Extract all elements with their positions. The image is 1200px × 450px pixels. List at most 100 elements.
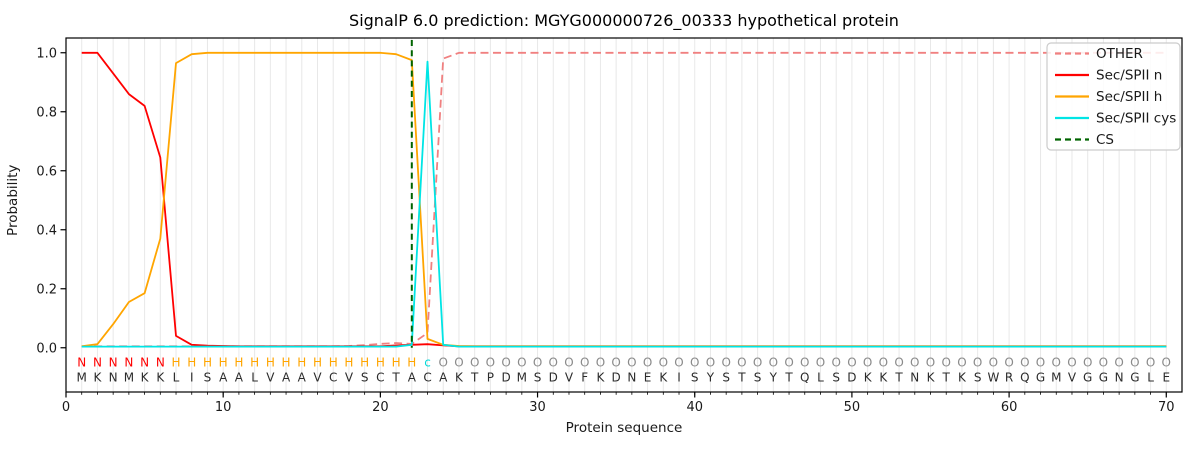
sequence-letter: K [156, 371, 165, 385]
plot-title: SignalP 6.0 prediction: MGYG000000726_00… [349, 11, 899, 31]
sequence-letter: T [470, 371, 479, 385]
annotation-letter: O [501, 356, 510, 370]
annotation-letter: O [989, 356, 998, 370]
annotation-letter: O [910, 356, 919, 370]
annotation-letter: H [313, 356, 322, 370]
sequence-letter: K [596, 371, 605, 385]
x-tick-label: 0 [62, 400, 70, 415]
annotation-letter: N [77, 356, 86, 370]
sequence-letter: T [737, 371, 746, 385]
sequence-letter: M [124, 371, 134, 385]
annotation-letter: H [234, 356, 243, 370]
annotation-letter: H [203, 356, 212, 370]
annotation-letter: O [564, 356, 573, 370]
annotation-letter: O [1020, 356, 1029, 370]
sequence-letter: G [1130, 371, 1139, 385]
y-axis-ticks: 0.0 0.2 0.4 0.6 0.8 1.0 [36, 46, 66, 356]
sequence-letter: E [644, 371, 652, 385]
annotation-letter: O [1114, 356, 1123, 370]
legend-label: OTHER [1096, 46, 1143, 62]
annotation-letter: N [109, 356, 118, 370]
sequence-letter: A [235, 371, 244, 385]
annotation-letter: c [424, 356, 431, 370]
sequence-letter: K [93, 371, 102, 385]
sequence-letter: G [1099, 371, 1108, 385]
x-tick-label: 60 [1001, 400, 1018, 415]
x-tick-label: 30 [529, 400, 546, 415]
gridlines [81, 38, 1167, 392]
annotation-letter: O [1162, 356, 1171, 370]
sequence-letter: T [391, 371, 400, 385]
sequence-letter: Q [1020, 371, 1029, 385]
annotation-letter: O [800, 356, 809, 370]
x-tick-label: 70 [1158, 400, 1175, 415]
sequence-letter: L [173, 371, 180, 385]
annotation-letter: O [486, 356, 495, 370]
sequence-letter: W [987, 371, 999, 385]
annotation-letter: O [611, 356, 620, 370]
annotation-letter: O [1067, 356, 1076, 370]
annotation-letter: N [124, 356, 133, 370]
annotation-letter: O [784, 356, 793, 370]
sequence-letter: K [864, 371, 873, 385]
sequence-letter: I [190, 371, 194, 385]
annotation-letter: O [627, 356, 636, 370]
annotation-letter: O [517, 356, 526, 370]
annotation-letter: H [282, 356, 291, 370]
sequence-letter: S [754, 371, 762, 385]
annotation-letter: O [737, 356, 746, 370]
legend: OTHER Sec/SPII n Sec/SPII h Sec/SPII cys CS [1046, 42, 1181, 151]
annotation-letter: O [549, 356, 558, 370]
annotation-letter: O [454, 356, 463, 370]
sequence-letter: L [1147, 371, 1154, 385]
annotation-letter: H [172, 356, 181, 370]
sequence-letter: S [361, 371, 369, 385]
sequence-letter: A [219, 371, 228, 385]
annotation-letter: N [93, 356, 102, 370]
sequence-letter: S [534, 371, 542, 385]
y-axis-label: Probability [5, 165, 21, 236]
annotation-letter: O [816, 356, 825, 370]
sequence-letter: K [455, 371, 464, 385]
annotation-letter: H [187, 356, 196, 370]
sequence-letter: A [282, 371, 291, 385]
sequence-letter: K [659, 371, 668, 385]
annotation-letter: O [894, 356, 903, 370]
sequence-letter: S [204, 371, 212, 385]
annotation-letter: H [360, 356, 369, 370]
annotation-letter: H [266, 356, 275, 370]
annotation-letter: H [376, 356, 385, 370]
annotation-letter: O [690, 356, 699, 370]
sequence-letter: Q [800, 371, 809, 385]
sequence-letter: C [329, 371, 337, 385]
sequence-letter: F [581, 371, 588, 385]
sequence-letter: A [439, 371, 448, 385]
annotation-letter: O [879, 356, 888, 370]
annotation-letter: O [769, 356, 778, 370]
annotation-letter: H [219, 356, 228, 370]
sequence-letter: S [691, 371, 699, 385]
legend-label: CS [1096, 132, 1114, 148]
sequence-letter: R [1005, 371, 1013, 385]
annotation-letter: O [1099, 356, 1108, 370]
sequence-letter: E [1162, 371, 1170, 385]
sequence-letter: L [251, 371, 258, 385]
annotation-letter: O [831, 356, 840, 370]
annotation-letter: O [470, 356, 479, 370]
y-tick-label: 1.0 [36, 46, 57, 61]
sequence-letter: V [266, 371, 275, 385]
sequence-letter: V [1068, 371, 1077, 385]
sequence-letter: C [376, 371, 384, 385]
plot-border [65, 37, 1183, 393]
x-axis-label: Protein sequence [566, 420, 683, 436]
annotation-letter: O [439, 356, 448, 370]
sequence-letter: I [677, 371, 681, 385]
sequence-letter: N [910, 371, 919, 385]
x-tick-label: 10 [215, 400, 232, 415]
sequence-letter: N [1115, 371, 1124, 385]
sequence-letter: K [958, 371, 967, 385]
sequence-letter: L [817, 371, 824, 385]
annotation-letter: O [643, 356, 652, 370]
